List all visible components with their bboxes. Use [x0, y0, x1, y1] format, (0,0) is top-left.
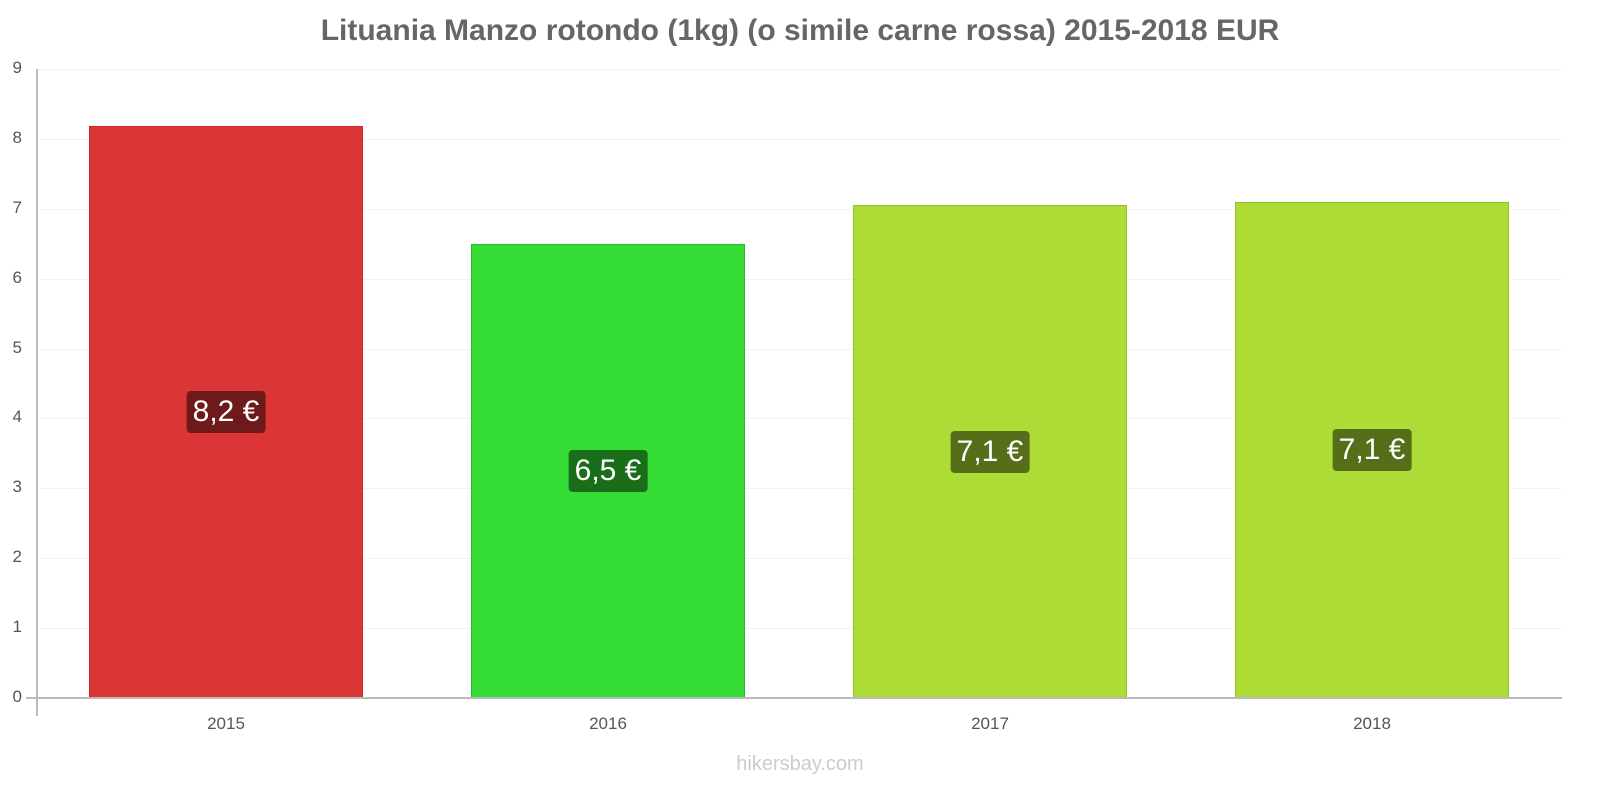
- grid-line: [36, 278, 1562, 280]
- y-tick-label: 9: [12, 57, 22, 77]
- x-tick-label: 2018: [1353, 714, 1391, 733]
- y-tick-label: 5: [12, 337, 22, 357]
- chart-title: Lituania Manzo rotondo (1kg) (o simile c…: [320, 14, 1280, 47]
- y-tick-label: 3: [12, 477, 22, 497]
- grid-line: [36, 558, 1562, 560]
- y-tick-label: 8: [12, 127, 22, 147]
- grid-line: [36, 348, 1562, 350]
- bar-value-label: 7,1 €: [950, 430, 1030, 473]
- y-tick-label: 1: [12, 617, 22, 637]
- bar-value-label: 7,1 €: [1332, 428, 1412, 471]
- y-axis-line: [36, 69, 38, 716]
- bar-value-label: 6,5 €: [568, 449, 648, 492]
- grid-line: [36, 138, 1562, 140]
- x-tick-label: 2016: [589, 714, 627, 733]
- y-tick-label: 0: [12, 687, 22, 706]
- grid-line: [36, 418, 1562, 420]
- grid-line: [36, 488, 1562, 490]
- bar-value-label: 8,2 €: [186, 391, 266, 434]
- x-axis-line: [26, 697, 1562, 699]
- y-tick-label: 7: [12, 197, 22, 217]
- x-tick-label: 2017: [971, 714, 1009, 733]
- grid-line: [36, 208, 1562, 210]
- y-tick-label: 6: [12, 267, 22, 287]
- y-tick-label: 4: [12, 407, 22, 427]
- y-tick-label: 2: [12, 547, 22, 567]
- footer-watermark: hikersbay.com: [736, 753, 864, 775]
- grid-line: [36, 628, 1562, 630]
- x-tick-label: 2015: [207, 714, 245, 733]
- grid-line: [36, 68, 1562, 70]
